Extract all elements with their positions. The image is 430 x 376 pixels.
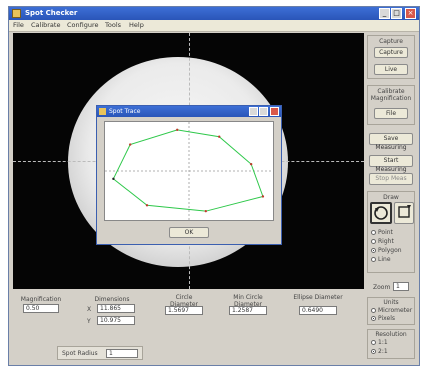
- dialog-icon: [99, 108, 106, 115]
- radio-micrometer-label: Micrometer: [378, 307, 413, 314]
- dialog-title-bar: Spot Trace: [97, 106, 281, 117]
- radio-polygon[interactable]: [371, 248, 376, 253]
- square-rotate-icon: [398, 205, 411, 218]
- dialog-title: Spot Trace: [109, 108, 141, 115]
- draw-group: Draw Point Right Polygon Line: [367, 191, 415, 273]
- ellipse-field: 0.6490: [299, 306, 337, 315]
- radio-res-1-label: 1:1: [378, 339, 388, 346]
- radio-polygon-label: Polygon: [378, 247, 402, 254]
- square-tool-button[interactable]: [394, 202, 414, 224]
- radio-right-label: Right: [378, 238, 394, 245]
- trace-vertex: [249, 162, 253, 166]
- menu-tools[interactable]: Tools: [105, 21, 122, 29]
- results-area: Magnification 0.50 Dimensions X 11.865 Y…: [13, 292, 364, 364]
- capture-button[interactable]: Capture: [374, 47, 408, 58]
- menu-bar: File Calibrate Configure Tools Help: [9, 20, 419, 32]
- magnification-field: 0.50: [23, 304, 59, 313]
- min-circle-label: Min Circle Diameter: [233, 294, 263, 308]
- camera-viewport[interactable]: Spot Trace OK: [13, 33, 364, 289]
- app-icon: [12, 9, 21, 18]
- radio-line[interactable]: [371, 257, 376, 262]
- units-label: Units: [383, 299, 399, 306]
- radio-res-2[interactable]: [371, 349, 376, 354]
- trace-vertex: [261, 195, 265, 198]
- radio-pixels-label: Pixels: [378, 315, 396, 322]
- radio-res-2-label: 2:1: [378, 348, 388, 355]
- capture-label: Capture: [379, 38, 403, 45]
- dim-y-field: 10.975: [97, 316, 135, 325]
- diameter-label: Circle Diameter: [169, 294, 198, 308]
- trace-vertex: [145, 204, 149, 207]
- main-window: Spot Checker _ □ × File Calibrate Config…: [8, 6, 420, 366]
- dimensions-label: Dimensions: [94, 296, 130, 303]
- dim-y-label: Y: [87, 318, 91, 325]
- units-group: Units Micrometer Pixels: [367, 297, 415, 325]
- radio-line-label: Line: [378, 256, 391, 263]
- draw-label: Draw: [383, 194, 399, 201]
- zoom-field[interactable]: 1: [393, 282, 409, 291]
- spot-radius-group: Spot Radius 1: [57, 346, 143, 360]
- magnification-label: Magnification: [20, 296, 62, 303]
- radio-res-1[interactable]: [371, 340, 376, 345]
- calibrate-label: Calibrate Magnification: [370, 88, 412, 102]
- menu-help[interactable]: Help: [129, 21, 144, 29]
- dialog-ok-button[interactable]: OK: [169, 227, 209, 238]
- min-circle-field: 1.2587: [229, 306, 267, 315]
- dialog-close-button[interactable]: [270, 107, 279, 116]
- dim-x-label: X: [87, 306, 92, 313]
- trace-vertex: [218, 135, 221, 138]
- trace-plot: [104, 121, 274, 221]
- window-title: Spot Checker: [25, 9, 78, 17]
- menu-file[interactable]: File: [13, 21, 24, 29]
- trace-vertex: [129, 143, 132, 146]
- right-panel: Capture Capture Live Calibrate Magnifica…: [367, 33, 415, 363]
- radio-micrometer[interactable]: [371, 308, 376, 313]
- file-button[interactable]: File: [374, 108, 408, 119]
- trace-vertex: [112, 177, 115, 181]
- trace-dialog: Spot Trace OK: [96, 105, 282, 245]
- radio-point-label: Point: [378, 229, 393, 236]
- dialog-minimize-button[interactable]: [249, 107, 258, 116]
- trace-vertex: [176, 128, 179, 132]
- diameter-field: 1.5697: [165, 306, 203, 315]
- trace-vertex: [204, 209, 207, 213]
- dim-x-field: 11.865: [97, 304, 135, 313]
- calibrate-group: Calibrate Magnification File: [367, 85, 415, 125]
- resolution-group: Resolution 1:1 2:1: [367, 329, 415, 359]
- radio-pixels[interactable]: [371, 316, 376, 321]
- maximize-button[interactable]: □: [391, 8, 402, 19]
- circle-tool-button[interactable]: [370, 202, 392, 224]
- menu-calibrate[interactable]: Calibrate: [31, 21, 61, 29]
- minimize-button[interactable]: _: [379, 8, 390, 19]
- resolution-label: Resolution: [375, 331, 407, 338]
- ellipse-label: Ellipse Diameter: [293, 294, 343, 301]
- radio-point[interactable]: [371, 230, 376, 235]
- save-measuring-button[interactable]: Save Measuring: [369, 133, 413, 151]
- close-button[interactable]: ×: [405, 8, 416, 19]
- trace-polygon: [112, 129, 264, 212]
- menu-configure[interactable]: Configure: [67, 21, 99, 29]
- capture-group: Capture Capture Live: [367, 35, 415, 79]
- zoom-label: Zoom: [373, 284, 391, 291]
- radio-right[interactable]: [371, 239, 376, 244]
- spot-radius-label: Spot Radius: [62, 350, 98, 357]
- stop-measuring-button[interactable]: Stop Meas: [369, 173, 413, 185]
- start-measuring-button[interactable]: Start Measuring: [369, 155, 413, 173]
- spot-radius-field[interactable]: 1: [106, 349, 138, 358]
- dialog-maximize-button[interactable]: [259, 107, 268, 116]
- live-button[interactable]: Live: [374, 64, 408, 75]
- title-bar: Spot Checker _ □ ×: [9, 7, 419, 20]
- circle-rotate-icon: [374, 206, 388, 220]
- trace-plot-svg: [105, 122, 273, 220]
